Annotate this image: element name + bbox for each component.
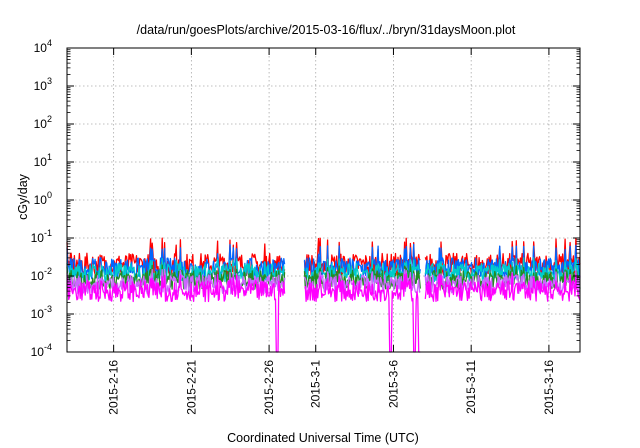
- x-tick-label: 2015-3-11: [464, 360, 478, 414]
- chart-title: /data/run/goesPlots/archive/2015-03-16/f…: [137, 23, 516, 37]
- y-axis-label: cGy/day: [16, 173, 30, 220]
- grid: [67, 48, 580, 352]
- y-tick-label: 10-3: [31, 304, 52, 321]
- y-tick-label: 104: [34, 38, 52, 55]
- x-tick-label: 2015-2-21: [184, 360, 198, 415]
- series-line: [66, 272, 581, 353]
- x-tick-label: 2015-2-26: [262, 360, 276, 415]
- x-axis-label: Coordinated Universal Time (UTC): [227, 431, 419, 445]
- y-tick-label: 102: [34, 114, 52, 131]
- y-tick-label: 10-4: [31, 342, 52, 359]
- y-tick-label: 10-1: [31, 228, 52, 245]
- x-tick-label: 2015-3-1: [309, 360, 323, 408]
- series-group: [66, 237, 581, 353]
- x-tick-label: 2015-3-16: [542, 360, 556, 415]
- x-tick-label: 2015-3-6: [386, 360, 400, 408]
- y-tick-label: 10-2: [31, 266, 52, 283]
- x-tick-label: 2015-2-16: [107, 360, 121, 415]
- y-axis: 10-4 10-3 10-2 10-1 100 101 102 103 104: [31, 38, 580, 359]
- y-tick-label: 103: [34, 76, 52, 93]
- y-tick-label: 101: [34, 152, 52, 169]
- y-tick-label: 100: [34, 190, 52, 207]
- x-axis: 2015-2-16 2015-2-21 2015-2-26 2015-3-1 2015-…: [107, 48, 556, 415]
